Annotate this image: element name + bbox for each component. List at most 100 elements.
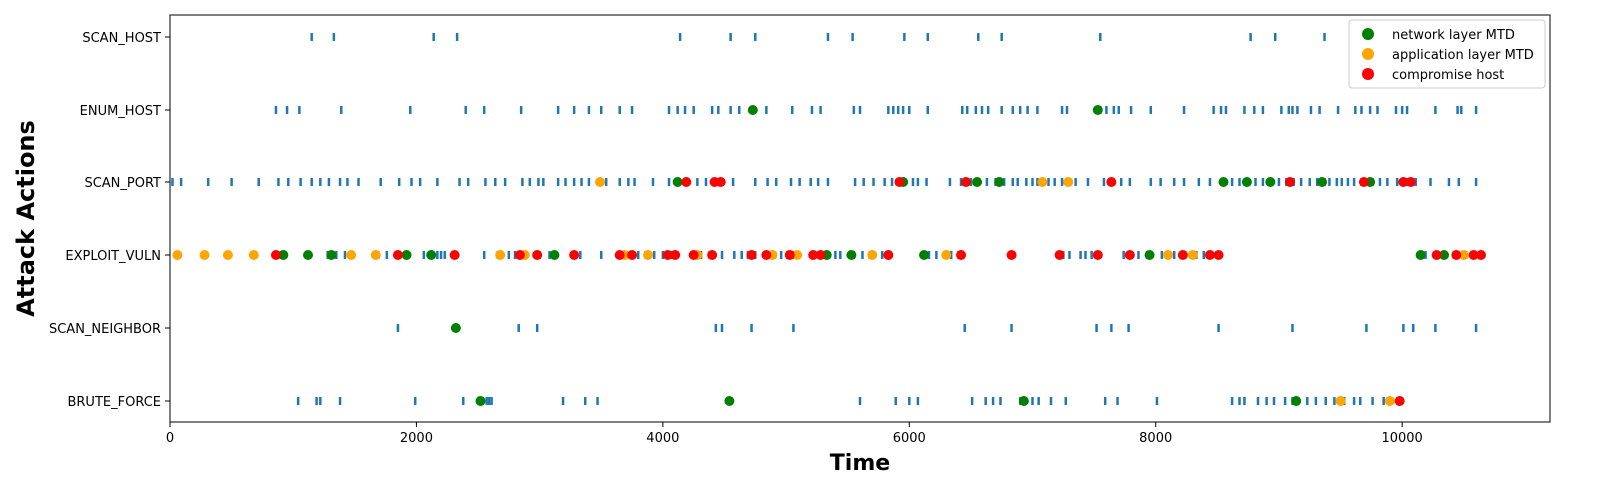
- event-point: [1458, 250, 1469, 260]
- event-point: [1285, 177, 1296, 187]
- event-point: [919, 250, 930, 260]
- event-point: [960, 177, 971, 187]
- event-point: [815, 250, 826, 260]
- event-point: [1415, 250, 1426, 260]
- event-point: [495, 250, 506, 260]
- x-tick-label: 8000: [1139, 431, 1172, 446]
- event-point: [595, 177, 606, 187]
- event-point: [1394, 396, 1405, 406]
- event-point: [1213, 250, 1224, 260]
- event-point: [1398, 177, 1409, 187]
- legend-marker: [1362, 48, 1374, 60]
- event-point: [303, 250, 313, 260]
- y-tick-label: BRUTE_FORCE: [67, 395, 161, 410]
- y-tick-label: SCAN_NEIGHBOR: [49, 322, 161, 337]
- event-point: [808, 250, 819, 260]
- event-point: [627, 250, 638, 260]
- event-point: [1335, 396, 1346, 406]
- action-marks-layer: [171, 33, 1478, 405]
- event-point: [670, 250, 681, 260]
- event-point: [1063, 177, 1074, 187]
- y-tick-label: ENUM_HOST: [80, 104, 161, 119]
- legend-label: compromise host: [1392, 68, 1504, 83]
- event-points-layer: [172, 105, 1486, 406]
- event-point: [514, 250, 525, 260]
- event-point: [1384, 396, 1395, 406]
- event-point: [1092, 105, 1103, 115]
- event-point: [1218, 177, 1229, 187]
- event-point: [1037, 177, 1048, 187]
- tick-labels-layer: 0 2000 4000 6000 8000 10000 BRUTE_FORCE SCAN_NE…: [49, 31, 1423, 446]
- event-point: [569, 250, 580, 260]
- event-point: [549, 250, 560, 260]
- event-point: [1092, 250, 1103, 260]
- event-point: [1177, 250, 1188, 260]
- event-point: [450, 323, 461, 333]
- legend-marker: [1362, 68, 1374, 80]
- event-point: [392, 250, 403, 260]
- event-point: [270, 250, 281, 260]
- event-point: [222, 250, 233, 260]
- event-point: [1144, 250, 1155, 260]
- tick-marks-layer: [165, 36, 1403, 427]
- event-point: [532, 250, 543, 260]
- event-point: [747, 105, 758, 115]
- event-point: [1265, 177, 1276, 187]
- event-point: [614, 250, 625, 260]
- event-point: [1317, 177, 1328, 187]
- y-tick-label: SCAN_PORT: [84, 176, 161, 191]
- x-tick-label: 0: [166, 431, 174, 446]
- event-point: [172, 250, 183, 260]
- x-tick-label: 2000: [400, 431, 433, 446]
- event-point: [784, 250, 795, 260]
- event-point: [1405, 177, 1416, 187]
- event-point: [724, 396, 735, 406]
- event-point: [1439, 250, 1450, 260]
- x-tick-label: 4000: [646, 431, 679, 446]
- legend-box: [1348, 19, 1546, 89]
- event-point: [994, 177, 1005, 187]
- event-point: [1358, 177, 1369, 187]
- event-point: [672, 177, 683, 187]
- event-point: [346, 250, 357, 260]
- event-point: [1468, 250, 1479, 260]
- event-point: [956, 250, 967, 260]
- event-point: [1476, 250, 1486, 260]
- event-point: [972, 177, 983, 187]
- event-point: [681, 177, 692, 187]
- event-point: [883, 250, 894, 260]
- legend-marker: [1362, 28, 1374, 40]
- x-axis-title: Time: [830, 451, 890, 476]
- x-tick-label: 6000: [893, 431, 926, 446]
- event-point: [1291, 396, 1302, 406]
- x-tick-label: 10000: [1381, 431, 1422, 446]
- event-point: [1006, 250, 1017, 260]
- legend-label: network layer MTD: [1392, 28, 1515, 43]
- event-point: [1431, 250, 1442, 260]
- event-point: [746, 250, 757, 260]
- event-point: [1451, 250, 1462, 260]
- event-point: [1241, 177, 1252, 187]
- event-point: [662, 250, 673, 260]
- event-point: [941, 250, 952, 260]
- event-point: [326, 250, 337, 260]
- event-point: [867, 250, 878, 260]
- event-point: [715, 177, 726, 187]
- event-point: [278, 250, 289, 260]
- event-point: [199, 250, 210, 260]
- event-point: [792, 250, 803, 260]
- event-point: [475, 396, 486, 406]
- event-point: [761, 250, 772, 260]
- event-point: [426, 250, 437, 260]
- y-tick-label: EXPLOIT_VULN: [65, 249, 161, 264]
- event-point: [1163, 250, 1174, 260]
- event-point: [1187, 250, 1198, 260]
- y-axis-title: Attack Actions: [12, 120, 40, 317]
- event-point: [894, 177, 905, 187]
- event-point: [1054, 250, 1065, 260]
- event-point: [370, 250, 381, 260]
- legend: network layer MTD application layer MTD co…: [1348, 19, 1546, 89]
- legend-label: application layer MTD: [1392, 48, 1534, 63]
- event-point: [1204, 250, 1215, 260]
